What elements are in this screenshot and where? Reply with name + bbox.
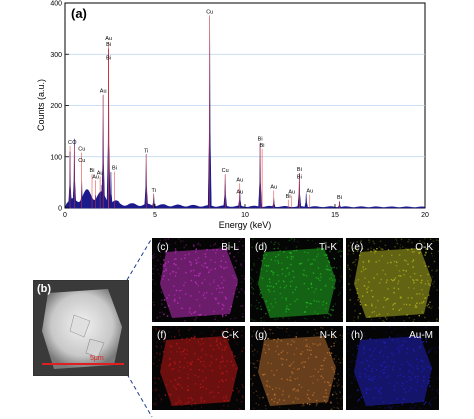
spectrum-peak xyxy=(84,193,89,209)
y-axis-label: Counts (a.u.) xyxy=(36,79,46,131)
peak-annotation: Au xyxy=(270,185,277,191)
peak-annotation: Au xyxy=(92,174,99,180)
x-tick-label: 20 xyxy=(421,212,429,219)
peak-annotation: Au xyxy=(288,190,295,196)
y-tick-label: 200 xyxy=(50,103,62,110)
element-map-au-m: (h) Au-M xyxy=(346,326,439,410)
gridlines xyxy=(65,53,425,158)
peak-annotation: Au xyxy=(236,190,243,196)
peak-annotation: Bi xyxy=(297,167,302,173)
element-map-element-name: N-K xyxy=(319,330,337,341)
y-tick-label: 0 xyxy=(58,206,62,213)
element-map-label: (h) xyxy=(351,330,364,341)
element-map-texture xyxy=(152,238,245,322)
scale-bar xyxy=(42,363,124,365)
x-tick-label: 5 xyxy=(153,212,157,219)
element-map-element-name: C-K xyxy=(221,330,239,341)
peak-annotation: Bi xyxy=(286,194,291,200)
panel-label: (a) xyxy=(71,6,87,21)
x-tick-label: 10 xyxy=(241,212,249,219)
peak-annotation: O xyxy=(72,140,77,146)
peak-annotation: Bi xyxy=(106,55,111,61)
peak-annotation: Ti xyxy=(144,149,148,155)
element-map-element-name: Ti-K xyxy=(319,242,337,253)
sem-particle xyxy=(34,281,128,375)
element-map-texture xyxy=(250,238,343,322)
peak-annotation: Cu xyxy=(78,158,85,164)
scale-bar-text: 5μm xyxy=(90,355,104,362)
peak-annotation: Bi xyxy=(260,143,265,149)
peak-annotation: Bi xyxy=(112,166,117,172)
peak-annotation: Ti xyxy=(152,188,156,194)
element-map-texture xyxy=(250,326,343,410)
y-tick-label: 400 xyxy=(50,1,62,8)
peak-annotation: Cu xyxy=(78,147,85,153)
element-map-bi-l: (c) Bi-L xyxy=(152,238,245,322)
x-ticks: 0 5 10 15 20 xyxy=(63,204,429,219)
peak-annotation: Au xyxy=(306,189,313,195)
peak-markers xyxy=(69,15,340,208)
element-map-n-k: (g) N-K xyxy=(250,326,343,410)
peak-annotation: Bi xyxy=(258,136,263,142)
peak-annotation: Au xyxy=(105,36,112,42)
element-map-o-k: (e) O-K xyxy=(346,238,439,322)
element-map-label: (e) xyxy=(351,242,364,253)
element-map-label: (c) xyxy=(157,242,169,253)
peak-annotation: Cu xyxy=(206,9,213,15)
element-map-label: (d) xyxy=(255,242,268,253)
x-axis-label: Energy (keV) xyxy=(219,220,272,230)
element-map-ti-k: (d) Ti-K xyxy=(250,238,343,322)
peak-annotation: Au xyxy=(97,171,104,177)
element-map-c-k: (f) C-K xyxy=(152,326,245,410)
peak-annotation: Bi xyxy=(106,42,111,48)
element-map-element-name: O-K xyxy=(415,242,433,253)
element-map-label: (f) xyxy=(157,330,167,341)
element-map-element-name: Au-M xyxy=(409,330,433,341)
element-map-element-name: Bi-L xyxy=(221,242,239,253)
peak-annotation: Bi xyxy=(337,195,342,201)
y-tick-label: 100 xyxy=(50,154,62,161)
peak-annotation: Au xyxy=(100,89,107,95)
sem-panel-label: (b) xyxy=(37,283,52,295)
peak-annotation: Bi xyxy=(90,168,95,174)
y-tick-label: 300 xyxy=(50,52,62,59)
spectrum-peak xyxy=(304,193,309,209)
element-map-label: (g) xyxy=(255,330,268,341)
x-tick-label: 15 xyxy=(331,212,339,219)
x-tick-label: 0 xyxy=(63,212,67,219)
element-map-texture xyxy=(346,326,439,410)
peak-annotation: Bi xyxy=(297,174,302,180)
element-map-texture xyxy=(152,326,245,410)
element-map-texture xyxy=(347,238,439,322)
y-ticks: 0 100 200 300 400 xyxy=(50,1,69,213)
peak-annotation: C xyxy=(68,140,72,146)
spectrum-peak xyxy=(109,172,113,209)
peak-annotation: Cu xyxy=(222,168,229,174)
sem-image: (b) 5μm xyxy=(33,280,129,376)
peak-annotation: Au xyxy=(236,177,243,183)
